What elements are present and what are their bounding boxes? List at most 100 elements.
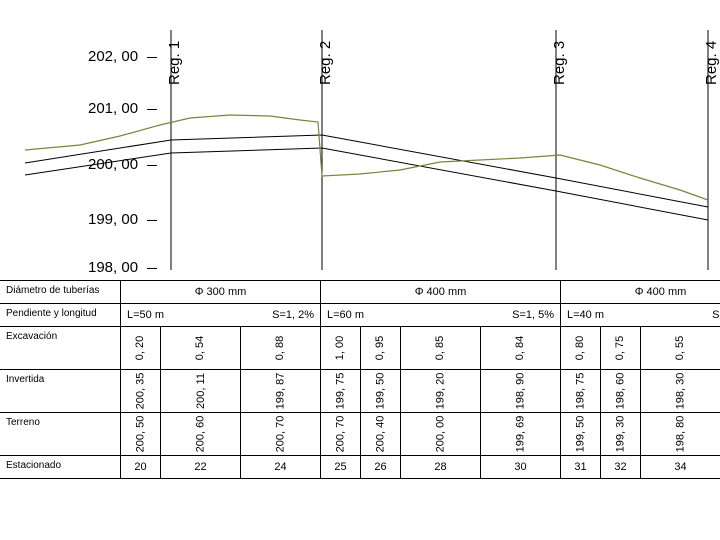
excavacion-cell: 0, 95 (360, 327, 400, 369)
reg-label: Reg. 3 (551, 41, 568, 85)
invertida-cell: 200, 35 (120, 370, 160, 412)
invertida-cell: 199, 20 (400, 370, 480, 412)
excavacion-cell: 1, 00 (320, 327, 360, 369)
estacionado-cell: 25 (320, 456, 360, 478)
excavacion-value: 0, 20 (135, 336, 147, 360)
estacionado-cell: 31 (560, 456, 600, 478)
pendiente-slope: S=1, 5% (512, 309, 560, 321)
row-excavacion-label: Excavación (0, 327, 120, 369)
terreno-cell: 200, 70 (320, 413, 360, 455)
terreno-value: 200, 70 (274, 416, 286, 453)
y-tick (147, 268, 157, 269)
y-tick (147, 220, 157, 221)
reg-label: Reg. 4 (703, 41, 720, 85)
terreno-value: 199, 30 (614, 416, 626, 453)
row-pendiente-label: Pendiente y longitud (0, 304, 120, 326)
estacionado-cell: 24 (240, 456, 320, 478)
invertida-cell: 200, 11 (160, 370, 240, 412)
invertida-value: 198, 30 (674, 373, 686, 410)
estacionado-cell: 26 (360, 456, 400, 478)
terreno-cell: 199, 69 (480, 413, 560, 455)
excavacion-cell: 0, 20 (120, 327, 160, 369)
row-estacionado: Estacionado 2022242526283031323435 (0, 455, 720, 479)
excavacion-cell: 0, 54 (160, 327, 240, 369)
excavacion-cell: 0, 85 (400, 327, 480, 369)
excavacion-cell: 0, 75 (600, 327, 640, 369)
y-tick (147, 57, 157, 58)
terreno-value: 198, 80 (674, 416, 686, 453)
estacionado-cell: 20 (120, 456, 160, 478)
excavacion-value: 0, 54 (195, 336, 207, 360)
reg-label: Reg. 2 (317, 41, 334, 85)
invertida-value: 198, 60 (614, 373, 626, 410)
excavacion-cell: 0, 80 (560, 327, 600, 369)
invertida-value: 199, 20 (434, 373, 446, 410)
terreno-cell: 200, 70 (240, 413, 320, 455)
invertida-cell: 198, 60 (600, 370, 640, 412)
invertida-cell: 199, 50 (360, 370, 400, 412)
row-diametro-label: Diámetro de tuberías (0, 281, 120, 303)
row-terreno: Terreno 200, 50200, 60200, 70200, 70200,… (0, 412, 720, 455)
pendiente-length: L=40 m (561, 309, 604, 321)
y-tick (147, 165, 157, 166)
row-invertida-cells: 200, 35 200, 11 199, 87 199, 75 199, 50 199, … (120, 370, 720, 412)
invertida-value: 198, 75 (574, 373, 586, 410)
diametro-cell: Φ 400 mm (320, 281, 560, 303)
reg-label: Reg. 1 (166, 41, 183, 85)
estacionado-cell: 34 (640, 456, 720, 478)
terreno-value: 200, 50 (134, 416, 146, 453)
pendiente-length: L=50 m (121, 309, 164, 321)
terreno-cell: 200, 00 (400, 413, 480, 455)
excavacion-value: 0, 85 (435, 336, 447, 360)
pendiente-cell: L=40 mS=1, 5% (560, 304, 720, 326)
excavacion-cell: 0, 84 (480, 327, 560, 369)
row-excavacion: Excavación 0, 20 0, 54 0, 88 1, 00 0, 95 0, 8… (0, 326, 720, 369)
estacionado-cell: 32 (600, 456, 640, 478)
invertida-value: 199, 75 (334, 373, 346, 410)
invertida-value: 200, 11 (194, 373, 206, 409)
pendiente-slope: S=1, 2% (272, 309, 320, 321)
y-tick-label: 202, 00 (88, 48, 138, 65)
terreno-cell: 199, 50 (560, 413, 600, 455)
terreno-value: 200, 40 (374, 416, 386, 453)
invertida-value: 198, 90 (514, 373, 526, 410)
y-tick-label: 199, 00 (88, 211, 138, 228)
invertida-cell: 198, 30 (640, 370, 720, 412)
diametro-cell: Φ 400 mm (560, 281, 720, 303)
y-tick-label: 200, 00 (88, 156, 138, 173)
row-pendiente-cells: L=50 m S=1, 2%L=60 m S=1, 5%L=40 mS=1, 5% (120, 304, 720, 326)
y-tick-label: 201, 00 (88, 100, 138, 117)
pendiente-length: L=60 m (321, 309, 364, 321)
terreno-value: 200, 00 (434, 416, 446, 453)
terreno-value: 199, 69 (514, 416, 526, 453)
profile-chart: 202, 00 201, 00 200, 00 199, 00 198, 00 Reg.… (0, 0, 720, 280)
estacionado-cell: 22 (160, 456, 240, 478)
terreno-cell: 200, 60 (160, 413, 240, 455)
invertida-value: 199, 87 (274, 373, 286, 410)
row-diametro: Diámetro de tuberías Φ 300 mmΦ 400 mmΦ 4… (0, 280, 720, 303)
terreno-cell: 199, 30 (600, 413, 640, 455)
row-estacionado-cells: 2022242526283031323435 (120, 456, 720, 478)
invertida-value: 200, 35 (134, 373, 146, 410)
data-table: Diámetro de tuberías Φ 300 mmΦ 400 mmΦ 4… (0, 280, 720, 479)
excavacion-value: 0, 75 (615, 336, 627, 360)
row-terreno-label: Terreno (0, 413, 120, 455)
terreno-value: 200, 60 (194, 416, 206, 453)
diametro-cell: Φ 300 mm (120, 281, 320, 303)
row-invertida-label: Invertida (0, 370, 120, 412)
terreno-cell: 198, 80 (640, 413, 720, 455)
excavacion-value: 0, 95 (375, 336, 387, 360)
invertida-cell: 198, 90 (480, 370, 560, 412)
row-terreno-cells: 200, 50 200, 60 200, 70 200, 70 200, 40 200, … (120, 413, 720, 455)
y-tick-label: 198, 00 (88, 259, 138, 276)
invertida-value: 199, 50 (374, 373, 386, 410)
excavacion-value: 0, 88 (275, 336, 287, 360)
excavacion-cell: 0, 55 (640, 327, 720, 369)
excavacion-value: 0, 80 (575, 336, 587, 360)
row-estacionado-label: Estacionado (0, 456, 120, 478)
terreno-value: 199, 50 (574, 416, 586, 453)
estacionado-cell: 30 (480, 456, 560, 478)
excavacion-value: 1, 00 (335, 336, 347, 360)
excavacion-value: 0, 55 (675, 336, 687, 360)
terreno-cell: 200, 50 (120, 413, 160, 455)
